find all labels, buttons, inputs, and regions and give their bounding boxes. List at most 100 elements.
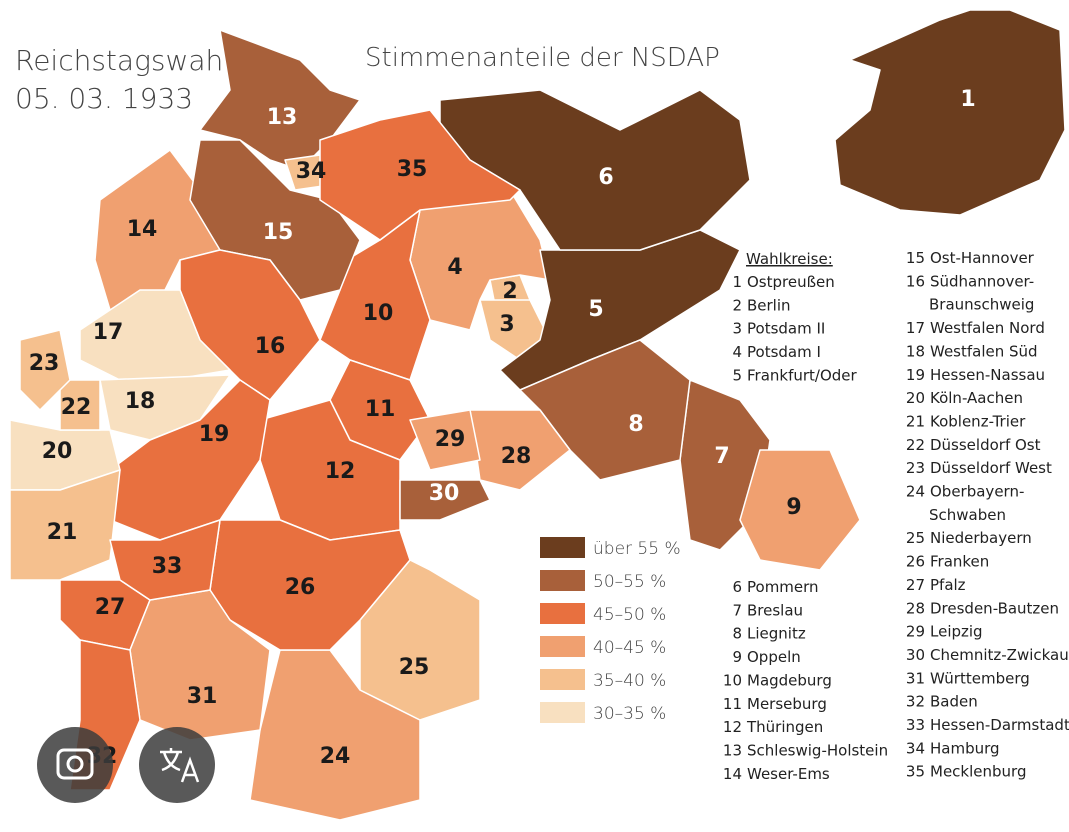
list-number: 14 — [723, 765, 742, 783]
region-label: 3 — [499, 312, 514, 337]
region-label: 25 — [399, 655, 430, 680]
list-name: Düsseldorf West — [930, 459, 1052, 477]
region-label: 31 — [187, 684, 218, 709]
legend-swatch — [540, 570, 585, 591]
region-label: 28 — [501, 444, 532, 469]
list-name: Braunschweig — [929, 296, 1034, 314]
list-number: 29 — [906, 623, 925, 641]
list-name: Düsseldorf Ost — [930, 436, 1041, 454]
legend-label: 50–55 % — [593, 572, 666, 592]
list-name: Ost-Hannover — [930, 249, 1035, 267]
list-name: Mecklenburg — [930, 763, 1026, 781]
list-number: 30 — [906, 646, 925, 664]
list-number: 2 — [732, 296, 742, 314]
region-label: 11 — [365, 397, 396, 422]
button-bg[interactable] — [139, 727, 215, 803]
region-label: 17 — [93, 320, 124, 345]
list-number: 21 — [906, 412, 925, 430]
region-label: 7 — [714, 444, 729, 469]
district-list: 1 Ostpreußen 2 Berlin 3 Potsdam II 4 Potsdam I 5… — [723, 249, 1069, 783]
list-number: 19 — [906, 366, 925, 384]
list-name: Merseburg — [747, 695, 827, 713]
region — [359, 559, 481, 721]
region-label: 21 — [47, 520, 78, 545]
list-name: Westfalen Nord — [930, 319, 1045, 337]
date: 05. 03. 1933 — [15, 82, 193, 115]
region-label: 19 — [199, 422, 230, 447]
list-name: Hessen-Darmstadt — [930, 716, 1069, 734]
list-number: 23 — [906, 459, 925, 477]
region — [209, 519, 411, 651]
region-label: 16 — [255, 334, 286, 359]
legend-label: 45–50 % — [593, 605, 666, 625]
list-name: Dresden-Bautzen — [930, 599, 1059, 617]
list-number: 35 — [906, 763, 925, 781]
region — [739, 449, 861, 571]
region-label: 12 — [325, 459, 356, 484]
list-name: Oppeln — [747, 648, 801, 666]
list-number: 11 — [723, 695, 742, 713]
region-label: 15 — [263, 220, 294, 245]
list-name: Weser-Ems — [747, 765, 830, 783]
region-label: 4 — [447, 255, 462, 280]
list-number: 18 — [906, 342, 925, 360]
icon — [56, 748, 94, 780]
legend-swatch — [540, 537, 585, 558]
region-label: 18 — [125, 389, 156, 414]
region — [109, 379, 271, 541]
region — [109, 519, 221, 601]
list-name: Leipzig — [930, 623, 983, 641]
list-name: Württemberg — [930, 669, 1030, 687]
title: Reichstagswahl — [15, 44, 231, 77]
region-label: 6 — [598, 165, 613, 190]
list-name: Westfalen Süd — [930, 342, 1038, 360]
region — [409, 409, 481, 471]
region-label: 30 — [429, 481, 460, 506]
subtitle: Stimmenanteile der NSDAP — [365, 43, 720, 73]
legend: über 55 % 50–55 % 45–50 % 40–45 % 35–40 % 30–… — [540, 537, 681, 724]
list-number: 32 — [906, 693, 925, 711]
list-number: 33 — [906, 716, 925, 734]
list-name: Liegnitz — [747, 625, 806, 643]
legend-swatch — [540, 636, 585, 657]
region — [469, 409, 571, 491]
list-number: 24 — [906, 483, 925, 501]
legend-swatch — [540, 669, 585, 690]
list-number: 9 — [732, 648, 742, 666]
list-number: 15 — [906, 249, 925, 267]
list-number: 28 — [906, 599, 925, 617]
list-number: 31 — [906, 669, 925, 687]
button-bg[interactable] — [37, 727, 113, 803]
list-name: Frankfurt/Oder — [747, 366, 858, 384]
list-number: 17 — [906, 319, 925, 337]
region-label: 20 — [42, 439, 73, 464]
legend-swatch — [540, 702, 585, 723]
list-number: 7 — [732, 601, 742, 619]
region — [79, 289, 231, 381]
region-label: 8 — [628, 412, 643, 437]
lens-button[interactable] — [37, 727, 113, 803]
list-number: 16 — [906, 272, 925, 290]
list-number: 34 — [906, 739, 925, 757]
legend-swatch — [540, 603, 585, 624]
region-label: 29 — [435, 427, 466, 452]
list-name: Koblenz-Trier — [930, 412, 1026, 430]
list-name: Berlin — [747, 296, 791, 314]
list-name: Südhannover- — [930, 272, 1034, 290]
legend-label: 35–40 % — [593, 671, 666, 691]
list-number: 4 — [732, 343, 742, 361]
region-label: 14 — [127, 217, 158, 242]
region-label: 27 — [95, 595, 126, 620]
legend-label: über 55 % — [593, 539, 681, 559]
region — [319, 109, 521, 241]
list-name: Potsdam II — [747, 320, 825, 338]
list-name: Magdeburg — [747, 671, 832, 689]
translate-button[interactable] — [139, 727, 215, 803]
region-label: 13 — [267, 105, 298, 130]
list-name: Breslau — [747, 601, 803, 619]
region-label: 24 — [320, 744, 351, 769]
list-number: 10 — [723, 671, 742, 689]
list-name: Schleswig-Holstein — [747, 741, 888, 759]
list-number: 22 — [906, 436, 925, 454]
